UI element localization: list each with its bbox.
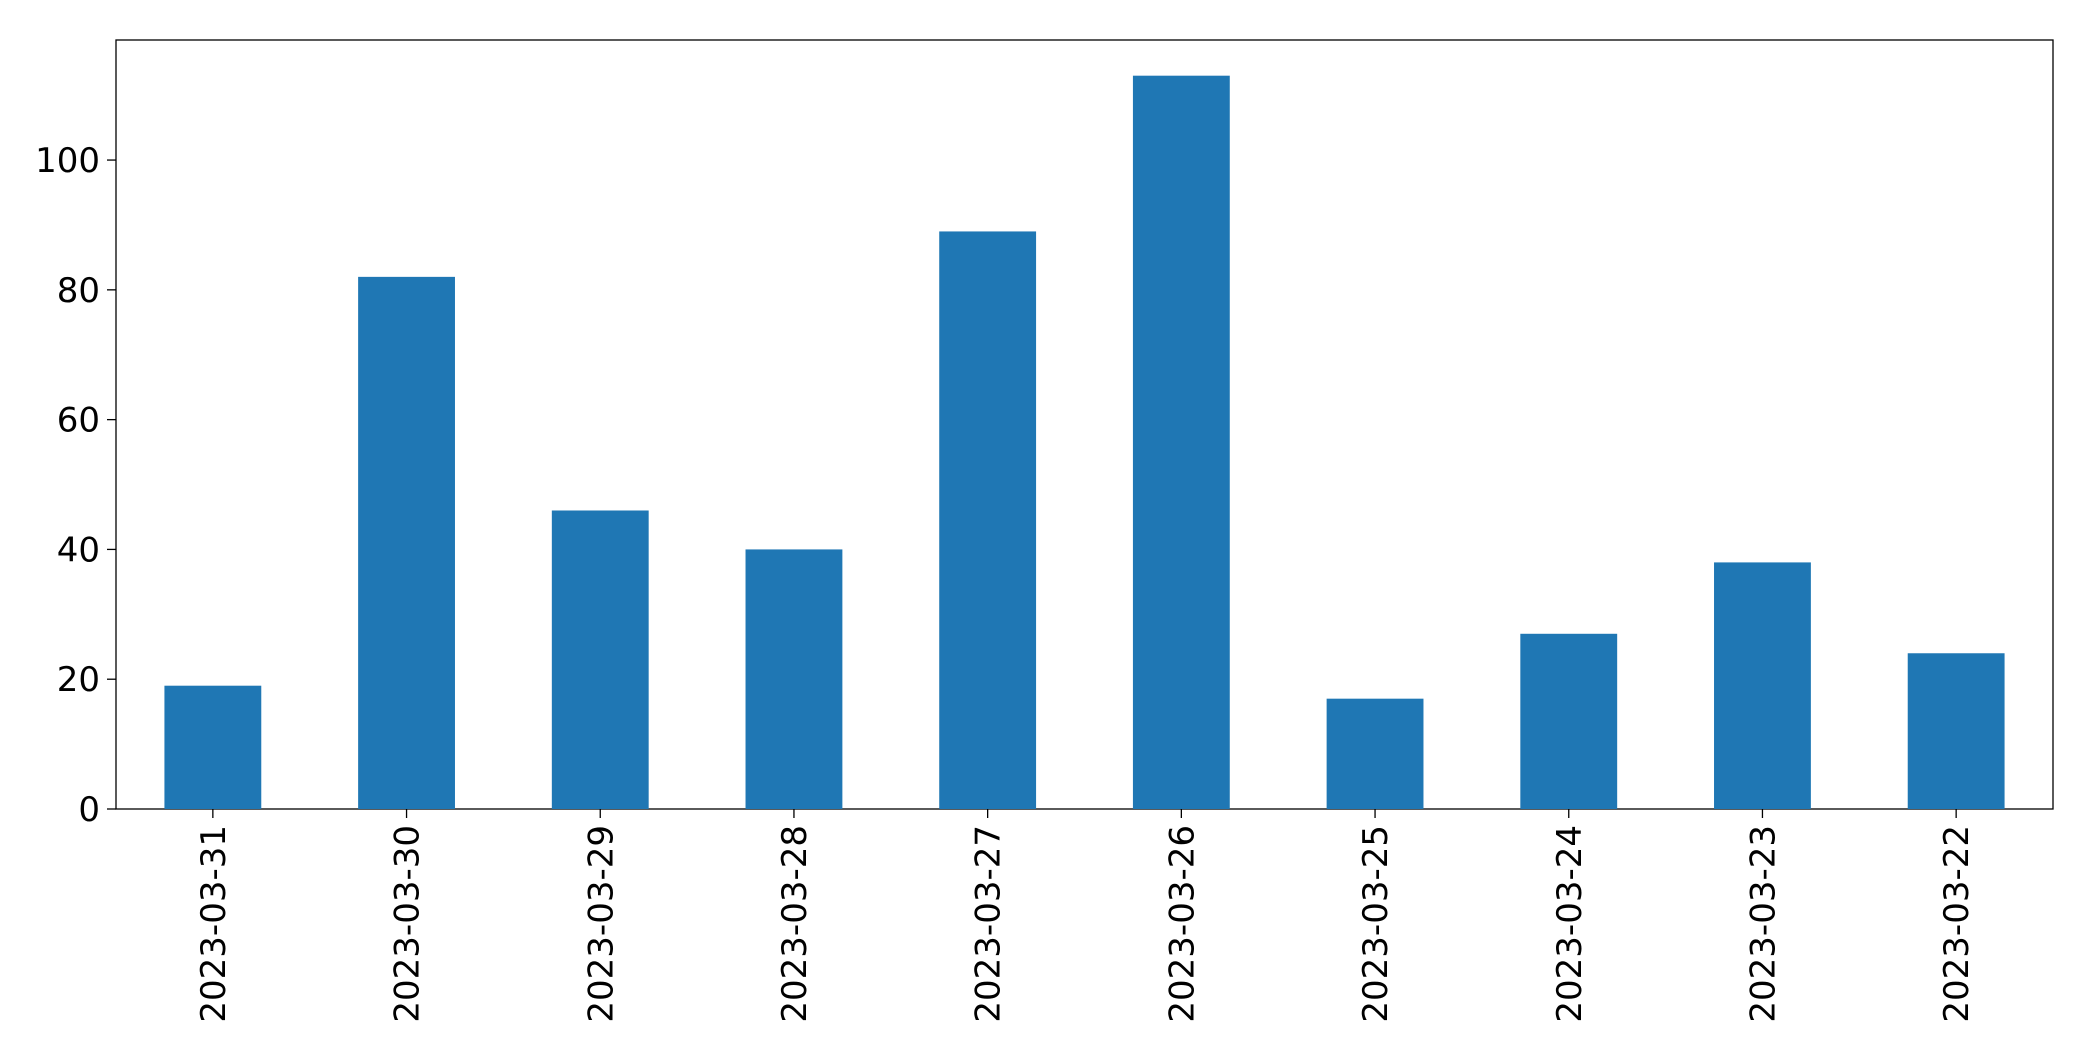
x-tick-label: 2023-03-25 xyxy=(1356,825,1396,1023)
x-tick-label: 2023-03-29 xyxy=(581,825,621,1023)
bar xyxy=(1907,653,2005,809)
y-tick-label: 100 xyxy=(35,141,100,181)
x-tick-label: 2023-03-22 xyxy=(1937,825,1977,1023)
x-tick-label: 2023-03-27 xyxy=(969,825,1009,1023)
x-tick-label: 2023-03-31 xyxy=(194,825,234,1023)
x-tick-label: 2023-03-30 xyxy=(388,825,428,1023)
x-tick-label: 2023-03-23 xyxy=(1743,825,1783,1023)
bar xyxy=(745,549,843,809)
y-tick-label: 0 xyxy=(78,790,100,830)
bar xyxy=(551,510,649,809)
bar xyxy=(939,231,1037,809)
bar xyxy=(1326,698,1424,809)
y-tick-label: 80 xyxy=(57,271,100,311)
bar xyxy=(1132,75,1230,809)
y-tick-label: 20 xyxy=(57,660,100,700)
bar xyxy=(358,276,455,809)
bar xyxy=(1714,562,1811,809)
y-tick-label: 40 xyxy=(57,530,100,570)
plot-frame xyxy=(115,39,2054,810)
bar xyxy=(164,685,262,809)
bar xyxy=(1520,633,1618,809)
x-tick-label: 2023-03-28 xyxy=(775,825,815,1023)
y-tick-label: 60 xyxy=(57,401,100,441)
x-tick-label: 2023-03-24 xyxy=(1550,825,1590,1023)
x-tick-label: 2023-03-26 xyxy=(1162,825,1202,1023)
